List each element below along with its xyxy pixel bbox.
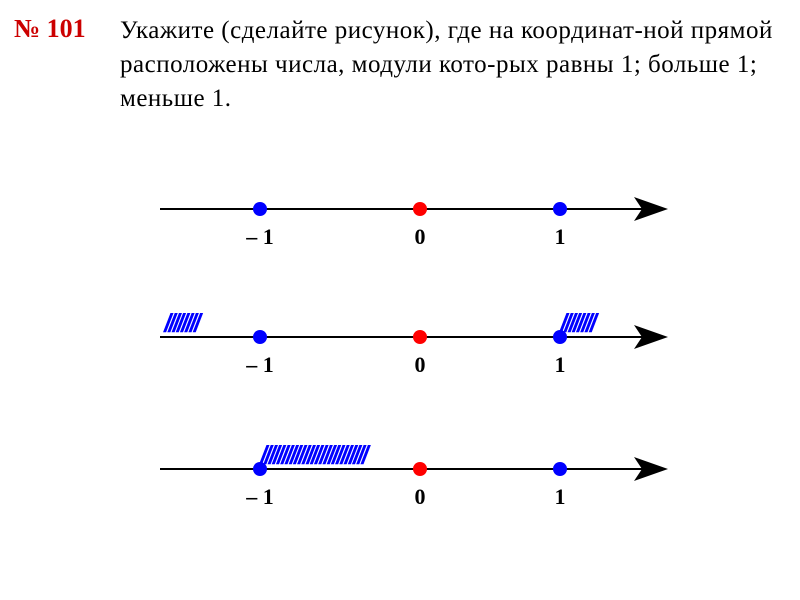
exercise-number: № 101 [14, 14, 86, 44]
point-pos1 [553, 202, 567, 216]
label-neg1: – 1 [246, 224, 274, 250]
axis-line [160, 468, 650, 470]
point-neg1 [253, 202, 267, 216]
label-zero: 0 [415, 352, 426, 378]
point-zero [413, 202, 427, 216]
number-line-equals-1: – 1 0 1 [160, 170, 690, 270]
problem-text: Укажите (сделайте рисунок), где на коорд… [120, 14, 780, 115]
arrow-head-icon [634, 197, 668, 221]
number-line-greater-1: //////// //////// – 1 0 1 [160, 298, 690, 398]
point-zero [413, 462, 427, 476]
label-zero: 0 [415, 484, 426, 510]
label-pos1: 1 [555, 352, 566, 378]
label-zero: 0 [415, 224, 426, 250]
axis-line [160, 208, 650, 210]
label-neg1: – 1 [246, 352, 274, 378]
label-neg1: – 1 [246, 484, 274, 510]
point-neg1 [253, 330, 267, 344]
axis-line [160, 336, 650, 338]
point-neg1 [253, 462, 267, 476]
point-pos1 [553, 462, 567, 476]
point-zero [413, 330, 427, 344]
label-pos1: 1 [555, 224, 566, 250]
hatch-left: //////// [164, 312, 260, 334]
number-line-less-1: ///////////////////////// – 1 0 1 [160, 430, 690, 530]
hatch-between: ///////////////////////// [260, 444, 560, 466]
arrow-head-icon [634, 457, 668, 481]
label-pos1: 1 [555, 484, 566, 510]
point-pos1 [553, 330, 567, 344]
arrow-head-icon [634, 325, 668, 349]
